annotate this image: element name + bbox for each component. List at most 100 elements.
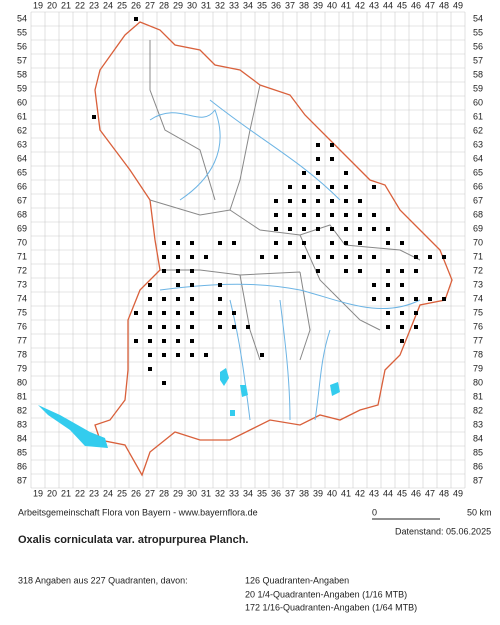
column-label: 30 <box>187 488 197 498</box>
occurrence-dot <box>302 255 306 259</box>
column-label: 46 <box>411 0 421 10</box>
column-label: 40 <box>327 488 337 498</box>
row-label: 64 <box>17 153 27 163</box>
occurrence-dot <box>190 325 194 329</box>
row-label: 72 <box>473 265 483 275</box>
row-label: 61 <box>17 111 27 121</box>
summary: 318 Angaben aus 227 Quadranten, davon: <box>18 575 188 585</box>
occurrence-dot <box>344 213 348 217</box>
occurrence-dot <box>190 353 194 357</box>
row-label: 60 <box>17 97 27 107</box>
occurrence-dot <box>316 185 320 189</box>
column-label: 31 <box>201 488 211 498</box>
row-label: 76 <box>17 321 27 331</box>
row-label: 65 <box>473 167 483 177</box>
occurrence-dot <box>400 283 404 287</box>
column-label: 49 <box>453 0 463 10</box>
occurrence-dot <box>288 213 292 217</box>
column-label: 27 <box>145 0 155 10</box>
occurrence-dot <box>400 339 404 343</box>
occurrence-dot <box>148 283 152 287</box>
occurrence-dot <box>344 199 348 203</box>
occurrence-dot <box>162 311 166 315</box>
breakdown-line: 126 Quadranten-Angaben <box>245 575 349 585</box>
column-label: 27 <box>145 488 155 498</box>
occurrence-dot <box>316 157 320 161</box>
column-label: 32 <box>215 0 225 10</box>
occurrence-dot <box>316 255 320 259</box>
occurrence-dot <box>232 241 236 245</box>
row-label: 56 <box>17 41 27 51</box>
occurrence-dot <box>162 325 166 329</box>
row-label: 61 <box>473 111 483 121</box>
occurrence-dot <box>162 339 166 343</box>
occurrence-dot <box>162 381 166 385</box>
occurrence-dot <box>190 283 194 287</box>
occurrence-dot <box>330 157 334 161</box>
occurrence-dot <box>442 297 446 301</box>
occurrence-dot <box>148 353 152 357</box>
row-label: 80 <box>473 377 483 387</box>
occurrence-dot <box>344 269 348 273</box>
occurrence-dot <box>134 17 138 21</box>
occurrence-dot <box>190 241 194 245</box>
occurrence-dot <box>190 269 194 273</box>
row-label: 86 <box>473 461 483 471</box>
occurrence-dot <box>358 241 362 245</box>
occurrence-dot <box>302 213 306 217</box>
row-label: 77 <box>473 335 483 345</box>
occurrence-dot <box>316 269 320 273</box>
column-label: 23 <box>89 0 99 10</box>
occurrence-dot <box>358 213 362 217</box>
column-label: 22 <box>75 0 85 10</box>
occurrence-dot <box>204 255 208 259</box>
column-label: 23 <box>89 488 99 498</box>
column-label: 29 <box>173 488 183 498</box>
row-label: 78 <box>17 349 27 359</box>
row-label: 67 <box>473 195 483 205</box>
occurrence-dot <box>372 213 376 217</box>
occurrence-dot <box>330 199 334 203</box>
occurrence-dot <box>246 325 250 329</box>
row-label: 56 <box>473 41 483 51</box>
column-label: 21 <box>61 488 71 498</box>
row-label: 54 <box>473 13 483 23</box>
row-label: 55 <box>473 27 483 37</box>
column-label: 44 <box>383 488 393 498</box>
occurrence-dot <box>400 269 404 273</box>
occurrence-dot <box>274 199 278 203</box>
occurrence-dot <box>344 171 348 175</box>
occurrence-dot <box>330 255 334 259</box>
row-label: 60 <box>473 97 483 107</box>
column-label: 48 <box>439 0 449 10</box>
occurrence-dot <box>190 255 194 259</box>
row-label: 74 <box>17 293 27 303</box>
row-label: 62 <box>17 125 27 135</box>
occurrence-dot <box>288 227 292 231</box>
row-label: 58 <box>17 69 27 79</box>
occurrence-dot <box>442 255 446 259</box>
column-label: 49 <box>453 488 463 498</box>
occurrence-dot <box>330 227 334 231</box>
occurrence-dot <box>218 241 222 245</box>
column-label: 29 <box>173 0 183 10</box>
occurrence-dot <box>218 325 222 329</box>
column-label: 39 <box>313 0 323 10</box>
row-label: 79 <box>17 363 27 373</box>
row-label: 66 <box>17 181 27 191</box>
occurrence-dot <box>176 353 180 357</box>
occurrence-dot <box>400 311 404 315</box>
column-label: 25 <box>117 488 127 498</box>
occurrence-dot <box>176 311 180 315</box>
column-label: 39 <box>313 488 323 498</box>
occurrence-dot <box>148 367 152 371</box>
column-label: 46 <box>411 488 421 498</box>
column-label: 37 <box>285 0 295 10</box>
date: Datenstand: 05.06.2025 <box>395 526 491 536</box>
occurrence-dot <box>386 325 390 329</box>
row-label: 68 <box>17 209 27 219</box>
column-label: 42 <box>355 488 365 498</box>
row-label: 59 <box>473 83 483 93</box>
occurrence-dot <box>218 297 222 301</box>
column-label: 20 <box>47 488 57 498</box>
